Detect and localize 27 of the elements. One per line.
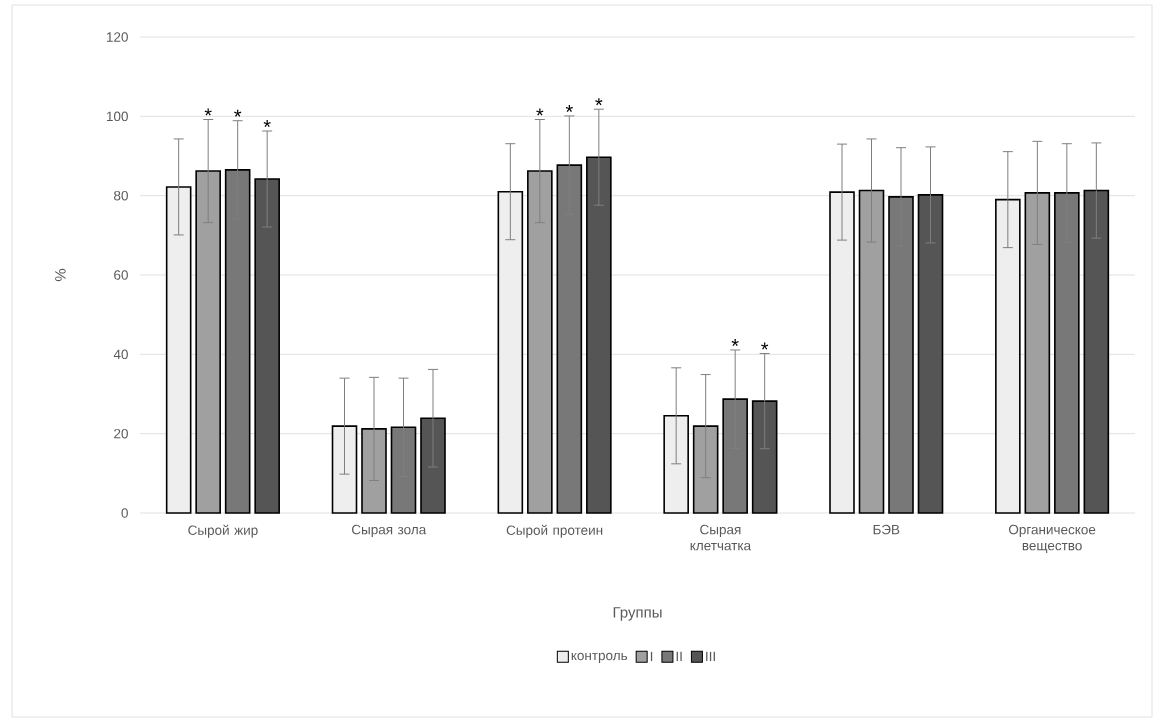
x-tick-label: БЭВ	[873, 524, 900, 535]
legend-label: I	[650, 651, 653, 662]
y-tick-label: 0	[121, 508, 128, 518]
x-tick-label: Сырой протеин	[506, 524, 603, 538]
y-tick-label: 20	[114, 428, 128, 439]
x-tick-label: Сырой жир	[188, 524, 258, 538]
x-tick-label: Сырая клетчатка	[690, 524, 752, 551]
data-label: *	[731, 339, 739, 347]
data-label: *	[536, 108, 544, 116]
y-tick-label: 80	[114, 190, 128, 201]
data-label: *	[204, 108, 212, 116]
x-axis-title: Группы	[613, 607, 662, 621]
data-label: *	[761, 342, 769, 350]
legend-label: II	[676, 651, 682, 662]
x-tick-label: Сырая зола	[351, 524, 427, 538]
y-tick-label: 120	[106, 32, 128, 42]
data-label: *	[595, 98, 603, 106]
data-label: *	[565, 104, 573, 112]
y-tick-label: 40	[113, 349, 128, 360]
data-label: *	[263, 120, 271, 128]
y-tick-label: 60	[114, 270, 128, 280]
y-axis-title: %	[55, 268, 66, 282]
data-label: *	[234, 109, 242, 117]
x-tick-label: Органическое вещество	[1008, 524, 1096, 553]
y-tick-label: 100	[106, 111, 128, 122]
legend-label: контроль	[571, 652, 628, 663]
legend-label: III	[706, 651, 715, 662]
